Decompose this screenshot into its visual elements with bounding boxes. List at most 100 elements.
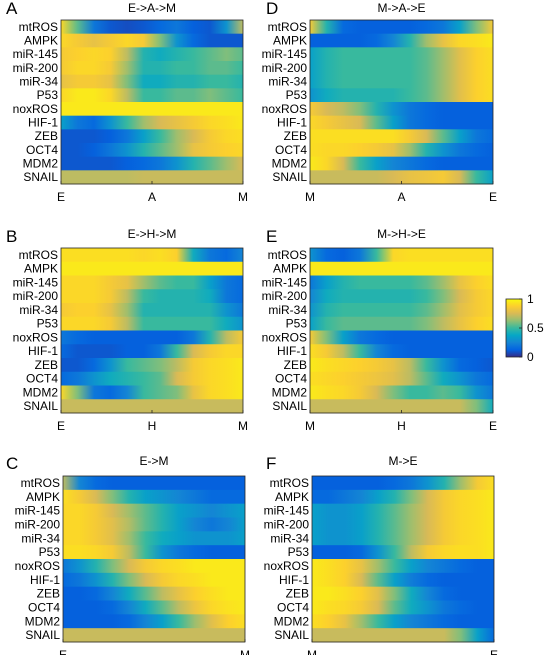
heatmap-row-hif-1 <box>310 344 493 359</box>
row-label: SNAIL <box>274 628 309 642</box>
heatmap-row-ampk <box>63 489 245 505</box>
row-label: AMPK <box>275 490 309 504</box>
heatmap-row-mir-200 <box>310 289 493 304</box>
row-label: miR-34 <box>19 303 58 317</box>
row-label: MDM2 <box>23 385 59 399</box>
heatmap-row-noxros <box>61 102 243 117</box>
heatmap-row-mir-34 <box>310 303 493 318</box>
row-label: OCT4 <box>275 372 307 386</box>
row-label: miR-145 <box>15 504 61 518</box>
x-tick-label: H <box>148 419 157 433</box>
row-label: SNAIL <box>23 170 58 184</box>
panel-title: M->H->E <box>377 227 426 241</box>
heatmap-row-mtros <box>310 20 493 35</box>
row-label: HIF-1 <box>279 573 309 587</box>
row-label: SNAIL <box>272 399 307 413</box>
row-label: P53 <box>37 88 59 102</box>
row-label: SNAIL <box>272 170 307 184</box>
heatmap-row-ampk <box>61 261 243 276</box>
heatmap-row-mdm2 <box>310 385 493 400</box>
colorbar: 00.51 <box>505 292 544 364</box>
x-tick-label: E <box>57 190 65 204</box>
heatmap-row-ampk <box>312 489 494 505</box>
x-tick-label: H <box>397 419 406 433</box>
panels-layer: A E->A->MmtROSAMPKmiR-145miR-200miR-34P53… <box>6 0 498 655</box>
row-label: miR-200 <box>13 289 59 303</box>
row-label: HIF-1 <box>28 116 58 130</box>
panel-b: B E->H->M mtROSAMPKmiR-145miR-200miR-34P53… <box>6 227 248 433</box>
heatmap-row-p53 <box>310 316 493 331</box>
panel-label: C <box>6 454 18 473</box>
row-label: OCT4 <box>277 600 309 614</box>
heatmap-row-p53 <box>312 545 494 560</box>
row-label: HIF-1 <box>277 344 307 358</box>
heatmap-row-zeb <box>63 586 245 601</box>
panel-label: D <box>266 0 278 18</box>
x-tick-label: M <box>238 419 248 433</box>
heatmap-row-noxros <box>310 102 493 117</box>
row-label: miR-34 <box>268 75 307 89</box>
x-tick-label: E <box>490 648 498 655</box>
row-label: miR-145 <box>264 504 310 518</box>
heatmap-row-mir-34 <box>310 74 493 89</box>
row-label: SNAIL <box>23 399 58 413</box>
row-label: miR-145 <box>262 47 308 61</box>
row-label: P53 <box>286 317 308 331</box>
panel-title: E->M <box>139 454 168 468</box>
row-label: miR-34 <box>268 303 307 317</box>
heatmap-row-mtros <box>310 248 493 263</box>
panel-title: E->A->M <box>128 1 176 15</box>
row-label: miR-34 <box>21 531 60 545</box>
heatmap-row-mir-34 <box>63 531 245 546</box>
row-label: OCT4 <box>275 143 307 157</box>
x-tick-label: M <box>240 648 250 655</box>
row-label: miR-200 <box>15 517 61 531</box>
heatmap-row-zeb <box>61 358 243 373</box>
heatmap-row-mir-200 <box>312 517 494 532</box>
row-label: P53 <box>288 545 310 559</box>
row-label: miR-34 <box>270 531 309 545</box>
row-label: ZEB <box>35 129 58 143</box>
row-label: ZEB <box>35 358 58 372</box>
heatmap-row-snail <box>310 170 493 185</box>
row-label: MDM2 <box>272 385 308 399</box>
row-label: noxROS <box>15 559 60 573</box>
panel-frame <box>62 475 246 643</box>
panel-title: E->H->M <box>128 227 177 241</box>
panel-label: B <box>6 227 17 246</box>
row-label: AMPK <box>273 34 307 48</box>
heatmap-row-oct4 <box>310 371 493 386</box>
row-label: MDM2 <box>25 614 61 628</box>
panel-frame <box>311 475 495 643</box>
heatmap-row-snail <box>312 628 494 643</box>
colorbar-tick-label: 1 <box>527 292 534 306</box>
row-label: noxROS <box>13 102 58 116</box>
row-label: mtROS <box>268 20 307 34</box>
row-label: mtROS <box>19 20 58 34</box>
heatmap-row-mir-200 <box>63 517 245 532</box>
row-label: miR-200 <box>262 61 308 75</box>
panel-label: A <box>6 0 18 18</box>
heatmap-row-mir-34 <box>61 74 243 89</box>
heatmap-row-oct4 <box>61 371 243 386</box>
heatmap-row-zeb <box>312 586 494 601</box>
row-label: HIF-1 <box>28 344 58 358</box>
panel-a: A E->A->M mtROSAMPKmiR-145miR-200miR-34P53… <box>6 0 248 204</box>
heatmap-row-noxros <box>61 330 243 345</box>
heatmap-row-mir-145 <box>312 503 494 518</box>
heatmap-row-mdm2 <box>310 156 493 171</box>
heatmap-row-oct4 <box>63 600 245 615</box>
heatmap-row-mir-34 <box>61 303 243 318</box>
row-label: P53 <box>39 545 61 559</box>
row-label: miR-200 <box>264 517 310 531</box>
heatmap-row-p53 <box>310 88 493 103</box>
row-label: AMPK <box>273 262 307 276</box>
row-label: miR-34 <box>19 75 58 89</box>
row-label: miR-145 <box>262 275 308 289</box>
row-label: noxROS <box>262 330 307 344</box>
row-label: AMPK <box>24 34 58 48</box>
heatmap-row-hif-1 <box>312 572 494 588</box>
row-label: MDM2 <box>274 614 310 628</box>
heatmap-row-snail <box>310 399 493 414</box>
